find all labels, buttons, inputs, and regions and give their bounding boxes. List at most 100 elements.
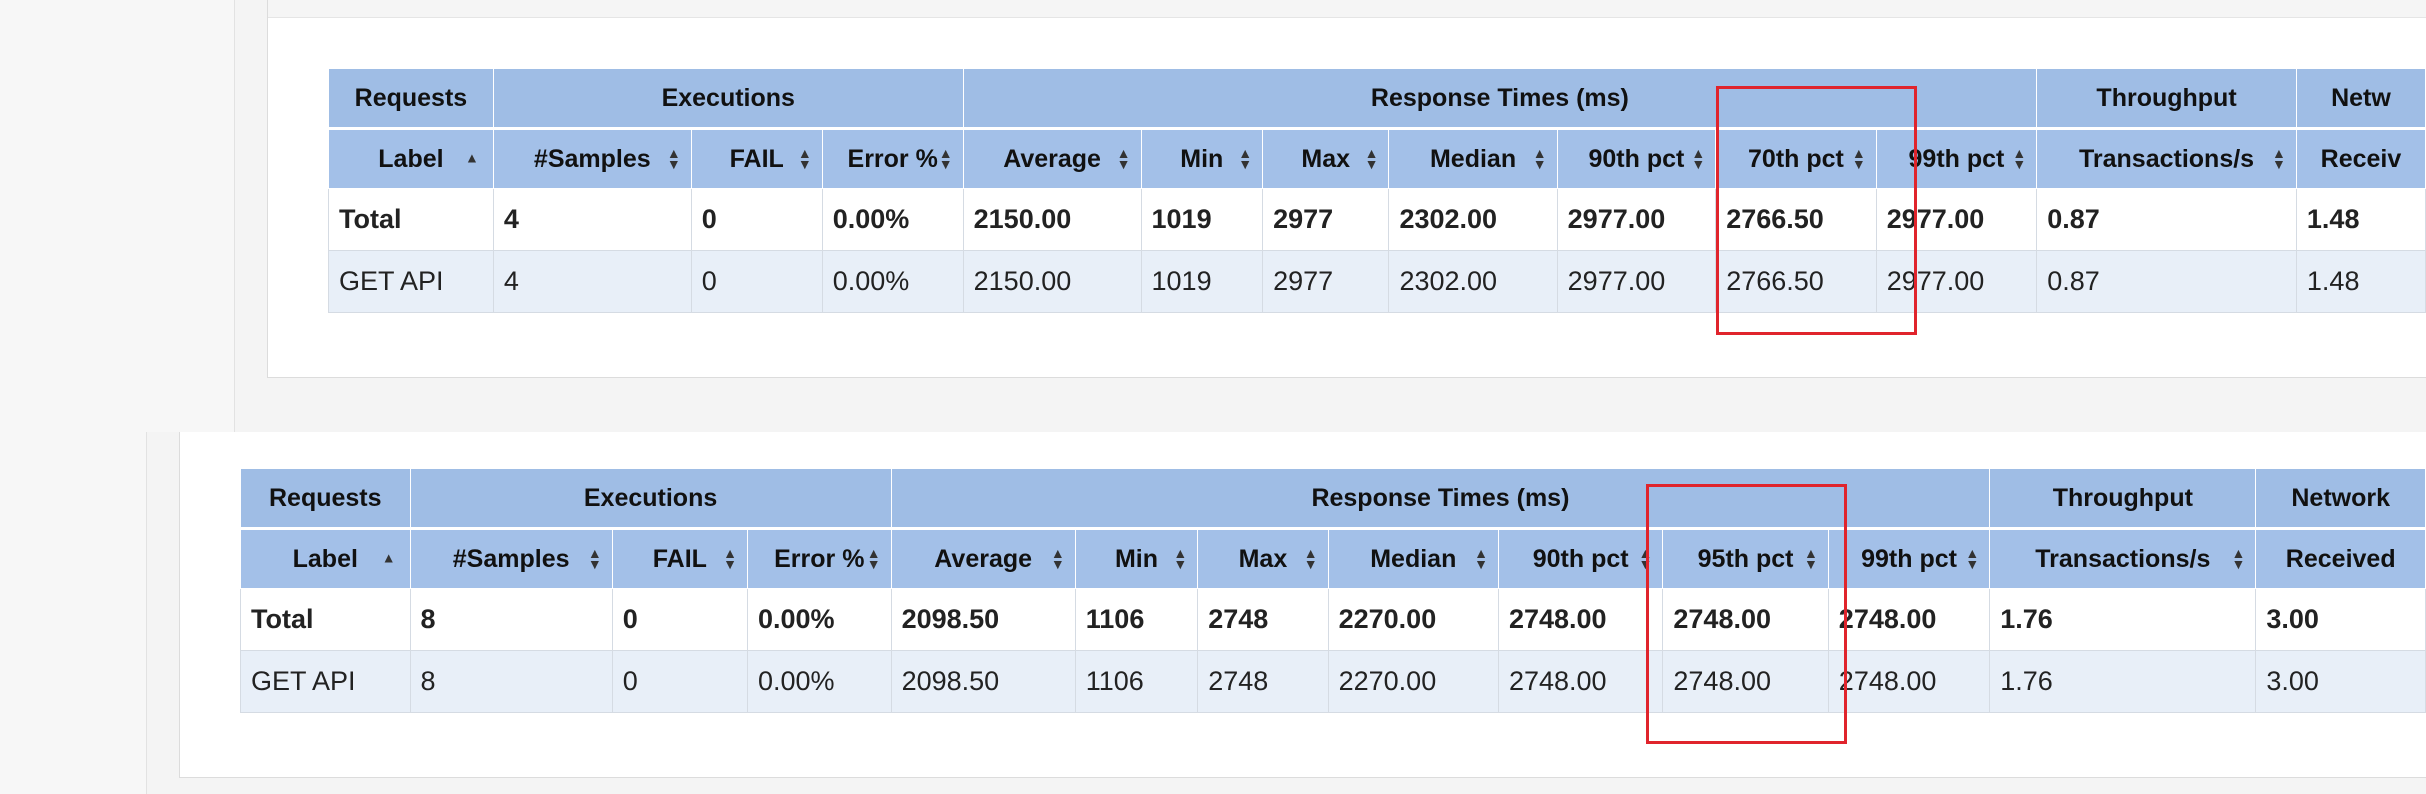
sort-icon[interactable]: ▲ ▼ — [587, 545, 602, 572]
panel-header — [268, 0, 2426, 18]
cell-70th-pct: 2766.50 — [1715, 188, 1877, 251]
column-header-label: Error % — [774, 544, 865, 573]
column-header-label: 99th pct — [1908, 144, 2005, 173]
cell-samples: 4 — [492, 250, 692, 313]
column-header-label: Error % — [847, 144, 938, 173]
cell-samples: 8 — [409, 588, 613, 651]
sort-icon[interactable]: ▲ ▼ — [1173, 545, 1188, 572]
cell-min: 1106 — [1074, 588, 1199, 651]
column-header-average[interactable]: Average ▲ ▼ — [962, 128, 1142, 189]
cell-label: Total — [328, 188, 494, 251]
group-header-requests: Requests — [328, 68, 494, 130]
sort-icon[interactable]: ▲ ▼ — [1691, 145, 1706, 172]
cell-95th-pct: 2748.00 — [1662, 650, 1829, 713]
table-row-total: Total 8 0 0.00% 2098.50 1106 2748 2270.00 2748.0… — [240, 588, 2426, 651]
column-header-label: Transactions/s — [2035, 544, 2211, 573]
sort-asc-icon[interactable]: ▲ — [465, 149, 479, 166]
cell-transactions-s: 0.87 — [2036, 188, 2297, 251]
column-header-label: 70th pct — [1748, 144, 1844, 173]
column-header-label: FAIL — [729, 144, 784, 173]
column-header-row: Label ▲ #Samples ▲ ▼ FAIL ▲ ▼ Error % ▲ ▼ Average ▲ ▼… — [328, 128, 2426, 189]
sort-icon[interactable]: ▲ ▼ — [2231, 545, 2246, 572]
sort-icon[interactable]: ▲ ▼ — [1474, 545, 1488, 572]
sort-icon[interactable]: ▲ ▼ — [1116, 145, 1131, 172]
column-header-received[interactable]: Received — [2255, 528, 2426, 589]
sort-icon[interactable]: ▲ ▼ — [1050, 545, 1065, 572]
sort-icon[interactable]: ▲ ▼ — [2012, 145, 2027, 172]
sort-icon[interactable]: ▲ ▼ — [797, 145, 812, 172]
cell-99th-pct: 2748.00 — [1827, 650, 1991, 713]
cell-label: GET API — [240, 650, 411, 713]
column-header-70th-pct[interactable]: 70th pct ▲ ▼ — [1715, 128, 1877, 189]
sort-icon[interactable]: ▲ ▼ — [666, 145, 681, 172]
column-header-max[interactable]: Max ▲ ▼ — [1262, 128, 1390, 189]
cell-median: 2302.00 — [1388, 188, 1558, 251]
group-header-response-times-ms: Response Times (ms) — [890, 468, 1991, 530]
cell-fail: 0 — [690, 250, 823, 313]
column-header-label[interactable]: Label ▲ — [240, 528, 411, 589]
column-header-samples[interactable]: #Samples ▲ ▼ — [492, 128, 692, 189]
column-header-99th-pct[interactable]: 99th pct ▲ ▼ — [1875, 128, 2038, 189]
column-header-fail[interactable]: FAIL ▲ ▼ — [611, 528, 748, 589]
column-header-min[interactable]: Min ▲ ▼ — [1140, 128, 1264, 189]
column-header-95th-pct[interactable]: 95th pct ▲ ▼ — [1662, 528, 1829, 589]
column-header-median[interactable]: Median ▲ ▼ — [1388, 128, 1558, 189]
sort-icon[interactable]: ▲ ▼ — [1851, 145, 1866, 172]
sort-icon[interactable]: ▲ ▼ — [1965, 545, 1980, 572]
column-header-label[interactable]: Label ▲ — [328, 128, 494, 189]
column-header-label: Transactions/s — [2079, 144, 2255, 173]
column-header-90th-pct[interactable]: 90th pct ▲ ▼ — [1497, 528, 1664, 589]
column-header-label: 99th pct — [1861, 544, 1957, 573]
column-header-transactions-s[interactable]: Transactions/s ▲ ▼ — [2036, 128, 2297, 189]
sort-icon[interactable]: ▲ ▼ — [1303, 545, 1318, 572]
cell-label: Total — [240, 588, 411, 651]
group-header-executions: Executions — [492, 68, 964, 130]
sort-icon[interactable]: ▲ ▼ — [1638, 545, 1653, 572]
column-header-average[interactable]: Average ▲ ▼ — [890, 528, 1076, 589]
cell-receiv: 1.48 — [2295, 250, 2426, 313]
cell-max: 2977 — [1262, 188, 1390, 251]
cell-90th-pct: 2748.00 — [1497, 588, 1664, 651]
cell-95th-pct: 2748.00 — [1662, 588, 1829, 651]
group-header-executions: Executions — [409, 468, 892, 530]
top-report-view: Requests Executions Response Times (ms) Thr… — [0, 0, 2426, 432]
group-header-network: Network — [2255, 468, 2426, 530]
sort-icon[interactable]: ▲ ▼ — [1803, 545, 1818, 572]
cell-transactions-s: 1.76 — [1989, 650, 2257, 713]
sort-icon[interactable]: ▲ ▼ — [723, 545, 737, 572]
cell-90th-pct: 2977.00 — [1556, 250, 1717, 313]
cell-label: GET API — [328, 250, 494, 313]
column-header-receiv[interactable]: Receiv — [2295, 128, 2426, 189]
column-header-90th-pct[interactable]: 90th pct ▲ ▼ — [1556, 128, 1717, 189]
sort-icon[interactable]: ▲ ▼ — [866, 545, 881, 572]
sort-icon[interactable]: ▲ ▼ — [1532, 145, 1547, 172]
column-header-label: Median — [1370, 544, 1457, 573]
column-header-error[interactable]: Error % ▲ ▼ — [821, 128, 964, 189]
sort-icon[interactable]: ▲ ▼ — [1238, 145, 1253, 172]
column-header-error[interactable]: Error % ▲ ▼ — [746, 528, 892, 589]
group-header-row: Requests Executions Response Times (ms) Thr… — [240, 468, 2426, 530]
column-header-median[interactable]: Median ▲ ▼ — [1327, 528, 1499, 589]
cell-received: 3.00 — [2255, 650, 2426, 713]
column-header-99th-pct[interactable]: 99th pct ▲ ▼ — [1827, 528, 1991, 589]
sort-icon[interactable]: ▲ ▼ — [1364, 145, 1379, 172]
column-header-transactions-s[interactable]: Transactions/s ▲ ▼ — [1989, 528, 2257, 589]
group-header-throughput: Throughput — [1989, 468, 2257, 530]
column-header-label: Received — [2285, 544, 2396, 573]
cell-99th-pct: 2977.00 — [1875, 188, 2038, 251]
cell-received: 3.00 — [2255, 588, 2426, 651]
column-header-label: Median — [1429, 144, 1517, 173]
column-header-fail[interactable]: FAIL ▲ ▼ — [690, 128, 823, 189]
column-header-max[interactable]: Max ▲ ▼ — [1197, 528, 1329, 589]
column-header-min[interactable]: Min ▲ ▼ — [1074, 528, 1199, 589]
column-header-label: #Samples — [452, 544, 570, 573]
sort-icon[interactable]: ▲ ▼ — [938, 145, 953, 172]
group-header-requests: Requests — [240, 468, 411, 530]
cell-average: 2150.00 — [962, 188, 1142, 251]
sort-asc-icon[interactable]: ▲ — [381, 549, 396, 566]
column-header-samples[interactable]: #Samples ▲ ▼ — [409, 528, 613, 589]
table-row: GET API 4 0 0.00% 2150.00 1019 2977 2302.00 2977… — [328, 250, 2426, 313]
cell-transactions-s: 1.76 — [1989, 588, 2257, 651]
cell-min: 1019 — [1140, 188, 1264, 251]
sort-icon[interactable]: ▲ ▼ — [2272, 145, 2286, 172]
